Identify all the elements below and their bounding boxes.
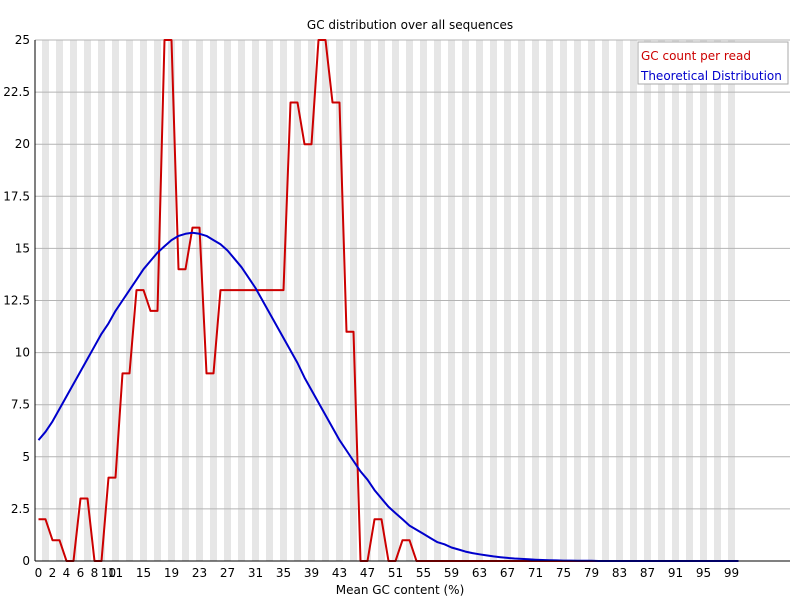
x-tick-label-23: 79 [584, 566, 599, 580]
x-axis-label: Mean GC content (%) [336, 583, 465, 597]
x-tick-label-3: 6 [77, 566, 85, 580]
y-tick-label-1: 2.5 [11, 502, 30, 516]
x-tick-label-13: 39 [304, 566, 319, 580]
x-tick-label-10: 27 [220, 566, 235, 580]
legend-entry-gc-count: GC count per read [641, 49, 751, 63]
y-tick-label-3: 7.5 [11, 398, 30, 412]
y-tick-label-0: 0 [22, 554, 30, 568]
x-tick-label-5: 10 [101, 566, 116, 580]
x-tick-label-1: 2 [49, 566, 57, 580]
x-tick-label-11: 31 [248, 566, 263, 580]
x-tick-label-22: 75 [556, 566, 571, 580]
x-tick-label-27: 95 [696, 566, 711, 580]
x-tick-label-14: 43 [332, 566, 347, 580]
x-tick-label-24: 83 [612, 566, 627, 580]
chart-title: GC distribution over all sequences [307, 18, 513, 32]
y-axis-ticks: 0 2.5 5 7.5 10 12.5 15 17.5 20 22.5 25 [3, 33, 30, 568]
x-tick-label-18: 59 [444, 566, 459, 580]
x-tick-label-8: 19 [164, 566, 179, 580]
x-tick-label-26: 91 [668, 566, 683, 580]
x-tick-label-4: 8 [91, 566, 99, 580]
x-tick-label-17: 55 [416, 566, 431, 580]
legend-box [637, 41, 789, 85]
x-tick-label-15: 47 [360, 566, 375, 580]
x-tick-label-6: 11 [108, 566, 123, 580]
y-tick-label-8: 20 [15, 137, 30, 151]
x-tick-label-9: 23 [192, 566, 207, 580]
x-tick-label-20: 67 [500, 566, 515, 580]
legend: GC count per read Theoretical Distributi… [637, 41, 789, 85]
x-tick-label-2: 4 [63, 566, 71, 580]
x-tick-label-21: 71 [528, 566, 543, 580]
y-tick-label-4: 10 [15, 346, 30, 360]
x-tick-label-28: 99 [724, 566, 739, 580]
y-tick-label-6: 15 [15, 241, 30, 255]
y-tick-label-9: 22.5 [3, 85, 30, 99]
x-tick-label-12: 35 [276, 566, 291, 580]
x-tick-label-19: 63 [472, 566, 487, 580]
y-tick-label-5: 12.5 [3, 294, 30, 308]
x-tick-label-25: 87 [640, 566, 655, 580]
y-tick-label-2: 5 [22, 450, 30, 464]
x-tick-label-7: 15 [136, 566, 151, 580]
legend-entry-theoretical: Theoretical Distribution [640, 69, 782, 83]
y-tick-label-10: 25 [15, 33, 30, 47]
x-tick-label-0: 0 [35, 566, 43, 580]
y-tick-label-7: 17.5 [3, 189, 30, 203]
x-tick-label-16: 51 [388, 566, 403, 580]
